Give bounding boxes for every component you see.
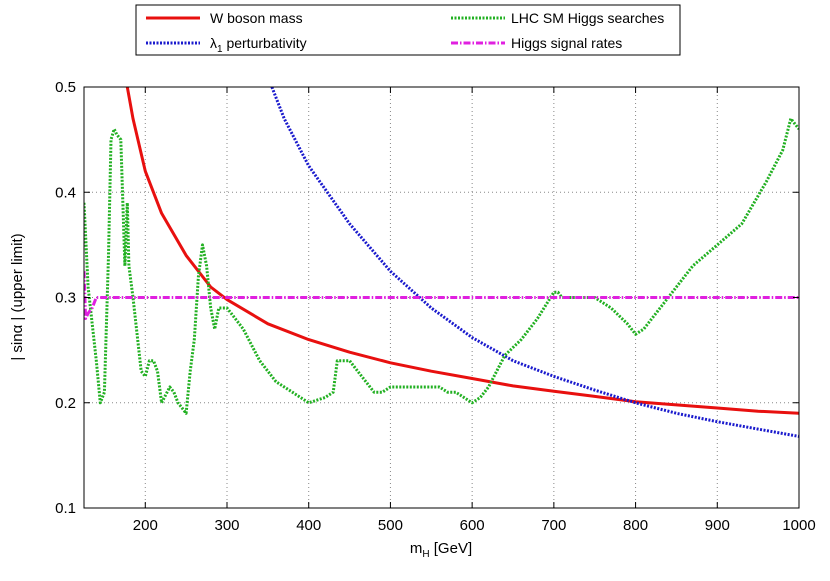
legend-lambda-symbol: λ <box>210 35 217 51</box>
lhc-sm-higgs-searches-line <box>84 117 799 415</box>
y-tick-label: 0.2 <box>55 395 76 412</box>
x-tick-label: 700 <box>541 517 566 534</box>
w-boson-mass-line <box>125 87 799 415</box>
x-axis-label-subscript: H <box>422 549 429 560</box>
x-tick-label: 600 <box>460 517 485 534</box>
lambda1-perturbativity-line <box>270 87 799 438</box>
x-tick-label: 800 <box>623 517 648 534</box>
legend-lambda-rest: perturbativity <box>223 35 307 51</box>
legend-label-higgs-signal-rates: Higgs signal rates <box>511 35 622 51</box>
y-tick-label: 0.4 <box>55 184 76 201</box>
x-tick-label: 400 <box>296 517 321 534</box>
y-axis-label: | sinα | (upper limit) <box>9 233 26 360</box>
legend-label-lhc-sm-higgs-searches: LHC SM Higgs searches <box>511 10 664 26</box>
y-tick-label: 0.3 <box>55 290 76 307</box>
x-axis-label-main: m <box>410 540 423 557</box>
tick-layer: 200 300 400 500 600 700 800 900 1000 0.1 0.2 0.3 0.4… <box>55 79 816 534</box>
legend-label-lambda1-perturbativity: λ1 perturbativity <box>210 35 307 55</box>
y-tick-label: 0.5 <box>55 79 76 96</box>
legend-label-w-boson-mass: W boson mass <box>210 10 303 26</box>
legend-lambda-subscript: 1 <box>217 44 223 55</box>
x-tick-label: 900 <box>705 517 730 534</box>
x-tick-label: 300 <box>214 517 239 534</box>
legend-box <box>135 4 681 56</box>
x-tick-label: 200 <box>133 517 158 534</box>
y-tick-label: 0.1 <box>55 500 76 517</box>
x-axis-label: mH [GeV] <box>410 540 472 560</box>
x-axis-label-rest: [GeV] <box>430 540 473 557</box>
series-layer <box>84 87 799 438</box>
x-tick-label: 500 <box>378 517 403 534</box>
legend: W boson mass λ1 perturbativity LHC SM Hi… <box>135 4 681 56</box>
x-tick-label: 1000 <box>782 517 815 534</box>
higgs-signal-rates-line <box>84 271 799 320</box>
